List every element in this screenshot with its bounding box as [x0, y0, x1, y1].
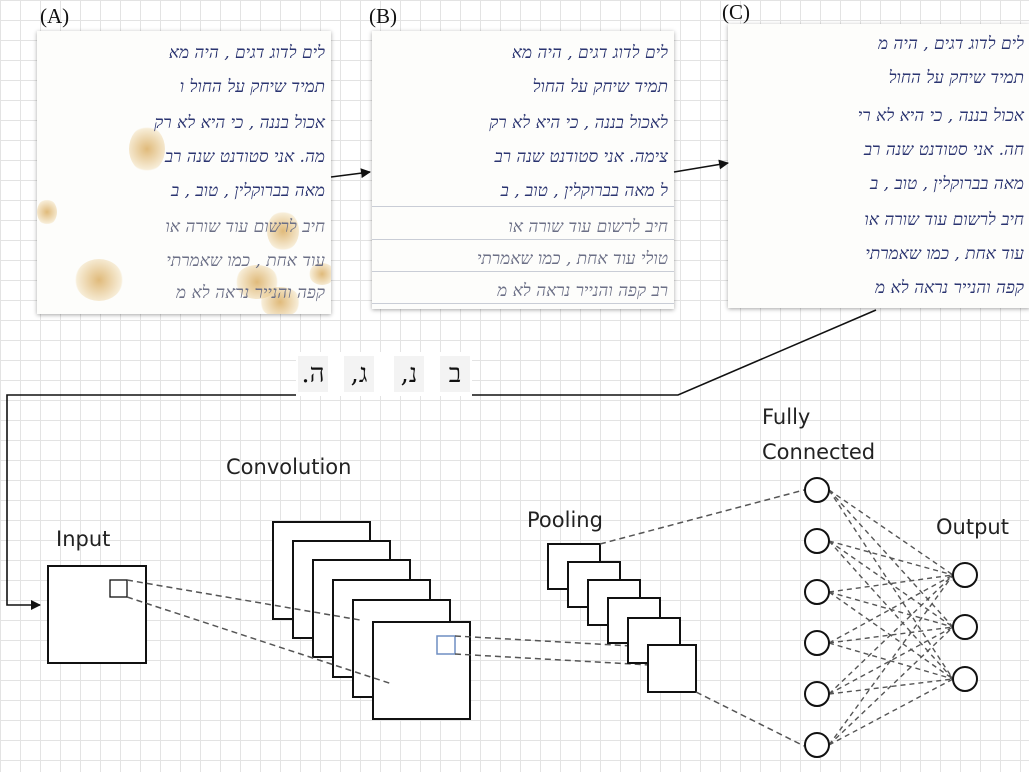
- segmented-characters: ב נ, ג, ה.: [296, 352, 472, 396]
- dense-edge: [828, 574, 954, 746]
- input-label: Input: [56, 527, 111, 551]
- output-node: [952, 666, 978, 692]
- dashed-connection: [126, 596, 393, 685]
- handwriting-line: לים לדוג דגים , היה מא: [511, 43, 668, 63]
- panel-label-a: (A): [40, 4, 70, 28]
- ruled-line: [372, 239, 674, 240]
- dashed-connection: [695, 691, 805, 747]
- dense-edge: [828, 626, 954, 746]
- input-receptive-field: [109, 579, 128, 598]
- note-image-binarized: לים לדוג דגים , היה מ תמיד שיחק על החול …: [728, 24, 1029, 308]
- handwriting-line: עוד אחת , כמו שאמרתי: [865, 244, 1024, 264]
- dense-edge: [828, 574, 954, 593]
- input-square: [47, 565, 147, 664]
- handwriting-line: קפה והנייר נראה לא מ: [875, 278, 1024, 298]
- pooling-label: Pooling: [527, 508, 603, 532]
- coffee-stain: [37, 199, 57, 225]
- dashed-connection: [599, 489, 805, 545]
- ruled-line: [372, 303, 674, 304]
- fully-connected-label-line2: Connected: [762, 440, 876, 464]
- pooled-map: [647, 644, 697, 693]
- ruled-line: [372, 271, 674, 272]
- dense-edge: [828, 540, 954, 576]
- fully-connected-label-line1: Fully: [762, 405, 811, 429]
- convolution-stack: [272, 521, 471, 720]
- dashed-connection: [454, 635, 651, 648]
- handwriting-line: ל מאה בברוקלין , טוב , ב: [500, 181, 668, 201]
- ruled-line: [372, 206, 674, 207]
- coffee-stain: [129, 126, 165, 172]
- dense-edge: [828, 574, 954, 695]
- dense-edge: [828, 489, 954, 680]
- arrow-a-to-b: [330, 168, 371, 179]
- character-crop: נ,: [394, 356, 424, 392]
- handwriting-line: תמיד שיחק על החול: [532, 77, 668, 97]
- handwriting-line: אכול בננה , כי היא לא רק: [154, 113, 325, 133]
- fc-node: [804, 732, 830, 758]
- handwriting-line: מאה בברוקלין , טוב , ב: [870, 174, 1024, 194]
- handwriting-line: חיב לרשום עוד שורה או: [508, 217, 668, 237]
- dense-edge: [828, 591, 954, 680]
- fc-node: [804, 528, 830, 554]
- fc-node: [804, 477, 830, 503]
- coffee-stain: [309, 263, 331, 285]
- handwriting-line: מאה בברוקלין , טוב , ב: [171, 181, 325, 201]
- connector-c-to-characters: [472, 309, 877, 396]
- coffee-stain: [75, 259, 123, 301]
- output-layer: [952, 562, 978, 692]
- output-label: Output: [936, 515, 1009, 539]
- fc-node: [804, 681, 830, 707]
- handwriting-line: לאכול בננה , כי היא לא רק: [489, 113, 668, 133]
- fc-node: [804, 579, 830, 605]
- fully-connected-layer: [804, 477, 830, 758]
- handwriting-line: חה. אני סטודנט שנה רב: [863, 140, 1024, 160]
- handwriting-line: חיב לרשום עוד שורה או: [864, 210, 1024, 230]
- feature-map: [372, 621, 471, 720]
- note-image-original: לים לדוג דגים , היה מא תמיד שיחק על החול…: [37, 31, 331, 314]
- output-node: [952, 562, 978, 588]
- handwriting-line: עוד אחת , כמו שאמרתי: [166, 251, 325, 271]
- panel-label-b: (B): [369, 4, 397, 28]
- handwriting-line: מה. אני סטודנט שנה רב: [164, 147, 325, 167]
- dense-edge: [828, 642, 954, 680]
- arrow-characters-to-input: [6, 394, 296, 610]
- dense-edge: [828, 626, 954, 644]
- handwriting-line: אכול בננה , כי היא לא רי: [857, 106, 1024, 126]
- dense-edge: [828, 574, 954, 644]
- character-crop: ג,: [344, 356, 374, 392]
- handwriting-line: רב קפה והנייר נראה לא מ: [497, 281, 668, 301]
- handwriting-line: טולי עוד אחת , כמו שאמרתי: [476, 249, 668, 269]
- handwriting-line: תמיד שיחק על החול ו: [179, 77, 325, 97]
- arrow-b-to-c: [673, 159, 729, 173]
- output-node: [952, 614, 978, 640]
- dense-edge: [828, 678, 954, 746]
- dense-edge: [828, 540, 954, 628]
- handwriting-line: תמיד שיחק על החול: [888, 68, 1024, 88]
- handwriting-line: לים לדוג דגים , היה מ: [877, 34, 1024, 54]
- note-image-cleaned: לים לדוג דגים , היה מא תמיד שיחק על החול…: [372, 31, 674, 309]
- dense-edge: [828, 678, 954, 695]
- handwriting-line: קפה והנייר נראה לא מ: [176, 283, 325, 303]
- dense-edge: [828, 591, 954, 628]
- character-crop: ה.: [298, 356, 328, 392]
- dashed-connection: [454, 653, 651, 666]
- handwriting-line: חיב לרשום עוד שורה או: [165, 217, 325, 237]
- coffee-stain: [259, 287, 301, 314]
- dense-edge: [828, 489, 954, 576]
- handwriting-line: צימה. אני סטודנט שנה רב: [494, 147, 668, 167]
- panel-label-c: (C): [722, 0, 750, 24]
- fc-node: [804, 630, 830, 656]
- dense-edge: [828, 626, 954, 695]
- pooling-stack: [547, 543, 697, 693]
- conv-receptive-field: [436, 635, 456, 655]
- coffee-stain: [267, 211, 299, 251]
- character-crop: ב: [440, 356, 470, 392]
- convolution-label: Convolution: [226, 455, 352, 479]
- handwriting-line: לים לדוג דגים , היה מא: [168, 43, 325, 63]
- dense-connections: [828, 489, 954, 746]
